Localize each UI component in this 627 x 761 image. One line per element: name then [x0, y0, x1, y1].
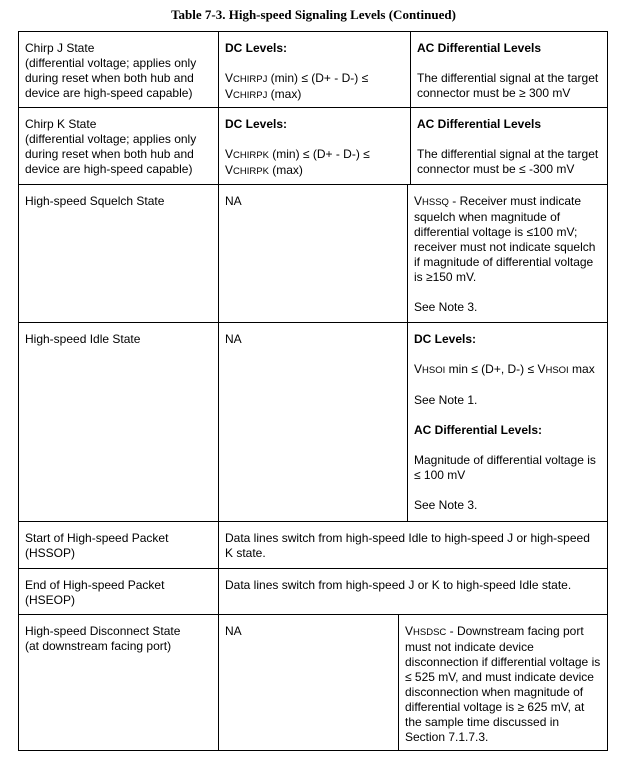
cell-chirp-j-ac: AC Differential Levels The differential …	[410, 31, 608, 108]
note: See Note 1.	[414, 393, 478, 407]
cell-squelch-ac: VHSSQ - Receiver must indicate squelch w…	[407, 184, 608, 323]
ac-heading: AC Differential Levels:	[414, 423, 543, 437]
squelch-text: VHSSQ - Receiver must indicate squelch w…	[414, 194, 596, 284]
dc-value: NA	[225, 332, 242, 346]
cell-chirp-k-ac: AC Differential Levels The differential …	[410, 107, 608, 185]
ac-heading: AC Differential Levels	[417, 117, 542, 131]
state-desc: (differential voltage; applies only duri…	[25, 56, 197, 100]
state-name: High-speed Squelch State	[25, 194, 165, 208]
cell-hseop-state: End of High-speed Packet (HSEOP)	[18, 568, 219, 615]
state-name: High-speed Idle State	[25, 332, 141, 346]
cell-squelch-dc: NA	[218, 184, 408, 323]
state-name: Chirp K State	[25, 117, 97, 131]
note: See Note 3.	[414, 300, 478, 314]
cell-hssop-state: Start of High-speed Packet (HSSOP)	[18, 521, 219, 569]
dc-heading: DC Levels:	[414, 332, 477, 346]
cell-chirp-j-dc: DC Levels: VCHIRPJ (min) ≤ (D+ - D-) ≤ VC…	[218, 31, 411, 108]
state-desc: (at downstream facing port)	[25, 639, 172, 653]
cell-disconnect-ac: VHSDSC - Downstream facing port must not…	[398, 614, 608, 751]
state-desc: (differential voltage; applies only duri…	[25, 132, 197, 176]
state-name: Start of High-speed Packet (HSSOP)	[25, 531, 169, 560]
dc-formula: VCHIRPK (min) ≤ (D+ - D-) ≤ VCHIRPK (max)	[225, 147, 370, 177]
cell-idle-state: High-speed Idle State	[18, 322, 219, 522]
dc-heading: DC Levels:	[225, 41, 288, 55]
cell-squelch-state: High-speed Squelch State	[18, 184, 219, 323]
dc-value: NA	[225, 624, 242, 638]
state-name: High-speed Disconnect State	[25, 624, 181, 638]
state-name: End of High-speed Packet (HSEOP)	[25, 578, 165, 607]
cell-chirp-k-dc: DC Levels: VCHIRPK (min) ≤ (D+ - D-) ≤ VC…	[218, 107, 411, 185]
dc-heading: DC Levels:	[225, 117, 288, 131]
cell-chirp-j-state: Chirp J State (differential voltage; app…	[18, 31, 219, 108]
cell-disconnect-state: High-speed Disconnect State (at downstre…	[18, 614, 219, 751]
state-name: Chirp J State	[25, 41, 95, 55]
dc-value: NA	[225, 194, 242, 208]
cell-hseop-desc: Data lines switch from high-speed J or K…	[218, 568, 608, 615]
cell-disconnect-dc: NA	[218, 614, 399, 751]
ac-text: The differential signal at the target co…	[417, 71, 599, 100]
cell-idle-levels: DC Levels: VHSOI min ≤ (D+, D-) ≤ VHSOI …	[407, 322, 608, 522]
ac-heading: AC Differential Levels	[417, 41, 542, 55]
description: Data lines switch from high-speed J or K…	[225, 578, 572, 592]
dc-formula: VHSOI min ≤ (D+, D-) ≤ VHSOI max	[414, 362, 595, 376]
note: See Note 3.	[414, 498, 478, 512]
disconnect-text: VHSDSC - Downstream facing port must not…	[405, 624, 601, 744]
description: Data lines switch from high-speed Idle t…	[225, 531, 590, 560]
cell-chirp-k-state: Chirp K State (differential voltage; app…	[18, 107, 219, 185]
cell-hssop-desc: Data lines switch from high-speed Idle t…	[218, 521, 608, 569]
table-title: Table 7-3. High-speed Signaling Levels (…	[171, 7, 456, 22]
ac-text: Magnitude of differential voltage is ≤ 1…	[414, 453, 596, 482]
dc-formula: VCHIRPJ (min) ≤ (D+ - D-) ≤ VCHIRPJ (max)	[225, 71, 369, 101]
ac-text: The differential signal at the target co…	[417, 147, 599, 176]
cell-idle-dc: NA	[218, 322, 408, 522]
